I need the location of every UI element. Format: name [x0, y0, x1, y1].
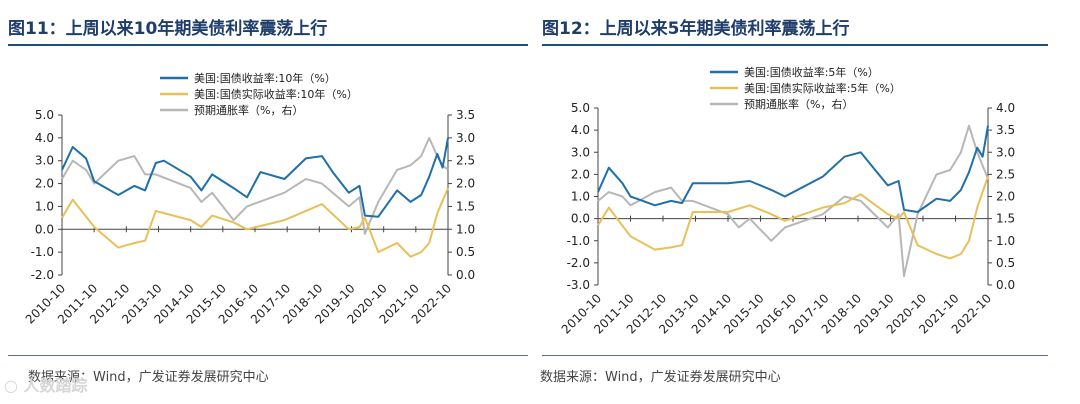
title-rule — [8, 44, 528, 46]
y-tick-label-left: 4.0 — [35, 131, 54, 145]
y-tick-label-right: 2.0 — [996, 190, 1015, 204]
y-tick-label-left: -1.0 — [31, 245, 54, 259]
series-line — [597, 125, 989, 213]
chart-title: 图12：上周以来5年期美债利率震荡上行 — [542, 19, 850, 39]
y-tick-label-right: 3.0 — [996, 145, 1015, 159]
y-tick-label-right: 4.0 — [996, 101, 1015, 115]
legend-label: 美国:国债收益率:10年（%） — [194, 71, 336, 85]
source-rule — [542, 355, 1048, 356]
y-tick-label-left: -2.0 — [31, 268, 54, 282]
y-tick-label-right: 1.5 — [456, 199, 475, 213]
y-tick-label-left: 2.0 — [571, 167, 590, 181]
series-line — [61, 187, 449, 258]
source-note: 数据来源：Wind，广发证券发展研究中心 — [540, 370, 781, 385]
y-tick-label-right: 0.0 — [456, 268, 475, 282]
y-tick-label-right: 3.5 — [996, 123, 1015, 137]
source-rule — [8, 355, 528, 356]
y-tick-label-left: -2.0 — [567, 256, 590, 270]
series-line — [597, 124, 989, 278]
title-rule — [542, 44, 1048, 46]
y-tick-label-right: 2.0 — [456, 177, 475, 191]
line-chart: 5.0 4.0 3.0 2.0 1.0 0.0 -1.0 -2.0 3.5 3.0 2.5 2.0 1.… — [23, 71, 475, 327]
legend-label: 美国:国债实际收益率:5年（%） — [744, 81, 901, 95]
y-tick-label-left: 5.0 — [35, 108, 54, 122]
y-tick-label-left: 0.0 — [571, 212, 590, 226]
y-tick-label-right: 0.0 — [996, 278, 1015, 292]
chart-panel-left: 图11：上周以来10年期美债利率震荡上行 5.0 4.0 3.0 2.0 1.0 0.0 -… — [8, 19, 528, 385]
series-line — [61, 137, 449, 218]
source-note: 数据来源：Wind，广发证券发展研究中心 — [28, 370, 269, 385]
watermark-logo: ○ 人数踏踪 — [4, 376, 88, 395]
legend-label: 预期通胀率（%，右） — [744, 97, 853, 111]
y-tick-label-right: 2.5 — [996, 167, 1015, 181]
legend-label: 美国:国债实际收益率:10年（%） — [194, 87, 358, 101]
y-tick-label-right: 0.5 — [456, 245, 475, 259]
line-chart: 5.0 4.0 3.0 2.0 1.0 0.0 -1.0 -2.0 -3.0 4.0 3.5 3.0 2… — [559, 65, 1015, 337]
y-tick-label-right: 2.5 — [456, 154, 475, 168]
y-tick-label-right: 3.5 — [456, 108, 475, 122]
series-line — [597, 176, 989, 260]
chart-title: 图11：上周以来10年期美债利率震荡上行 — [8, 19, 328, 39]
chart-panel-right: 图12：上周以来5年期美债利率震荡上行 5.0 4.0 3.0 2.0 1.0 0.0 -1… — [540, 0, 1080, 404]
legend-label: 预期通胀率（%，右） — [194, 103, 303, 117]
y-tick-label-left: 3.0 — [571, 145, 590, 159]
y-tick-label-right: 3.0 — [456, 131, 475, 145]
y-tick-label-left: 4.0 — [571, 123, 590, 137]
y-tick-label-left: 2.0 — [35, 177, 54, 191]
series-line — [61, 136, 449, 235]
y-tick-label-left: 0.0 — [35, 222, 54, 236]
legend-label: 美国:国债收益率:5年（%） — [744, 65, 879, 79]
y-tick-label-left: -1.0 — [567, 234, 590, 248]
y-tick-label-right: 1.0 — [996, 234, 1015, 248]
y-tick-label-right: 1.5 — [996, 212, 1015, 226]
y-tick-label-left: 5.0 — [571, 101, 590, 115]
y-tick-label-right: 1.0 — [456, 222, 475, 236]
y-tick-label-right: 0.5 — [996, 256, 1015, 270]
y-tick-label-left: -3.0 — [567, 278, 590, 292]
y-tick-label-left: 3.0 — [35, 154, 54, 168]
y-tick-label-left: 1.0 — [35, 199, 54, 213]
y-tick-label-left: 1.0 — [571, 190, 590, 204]
